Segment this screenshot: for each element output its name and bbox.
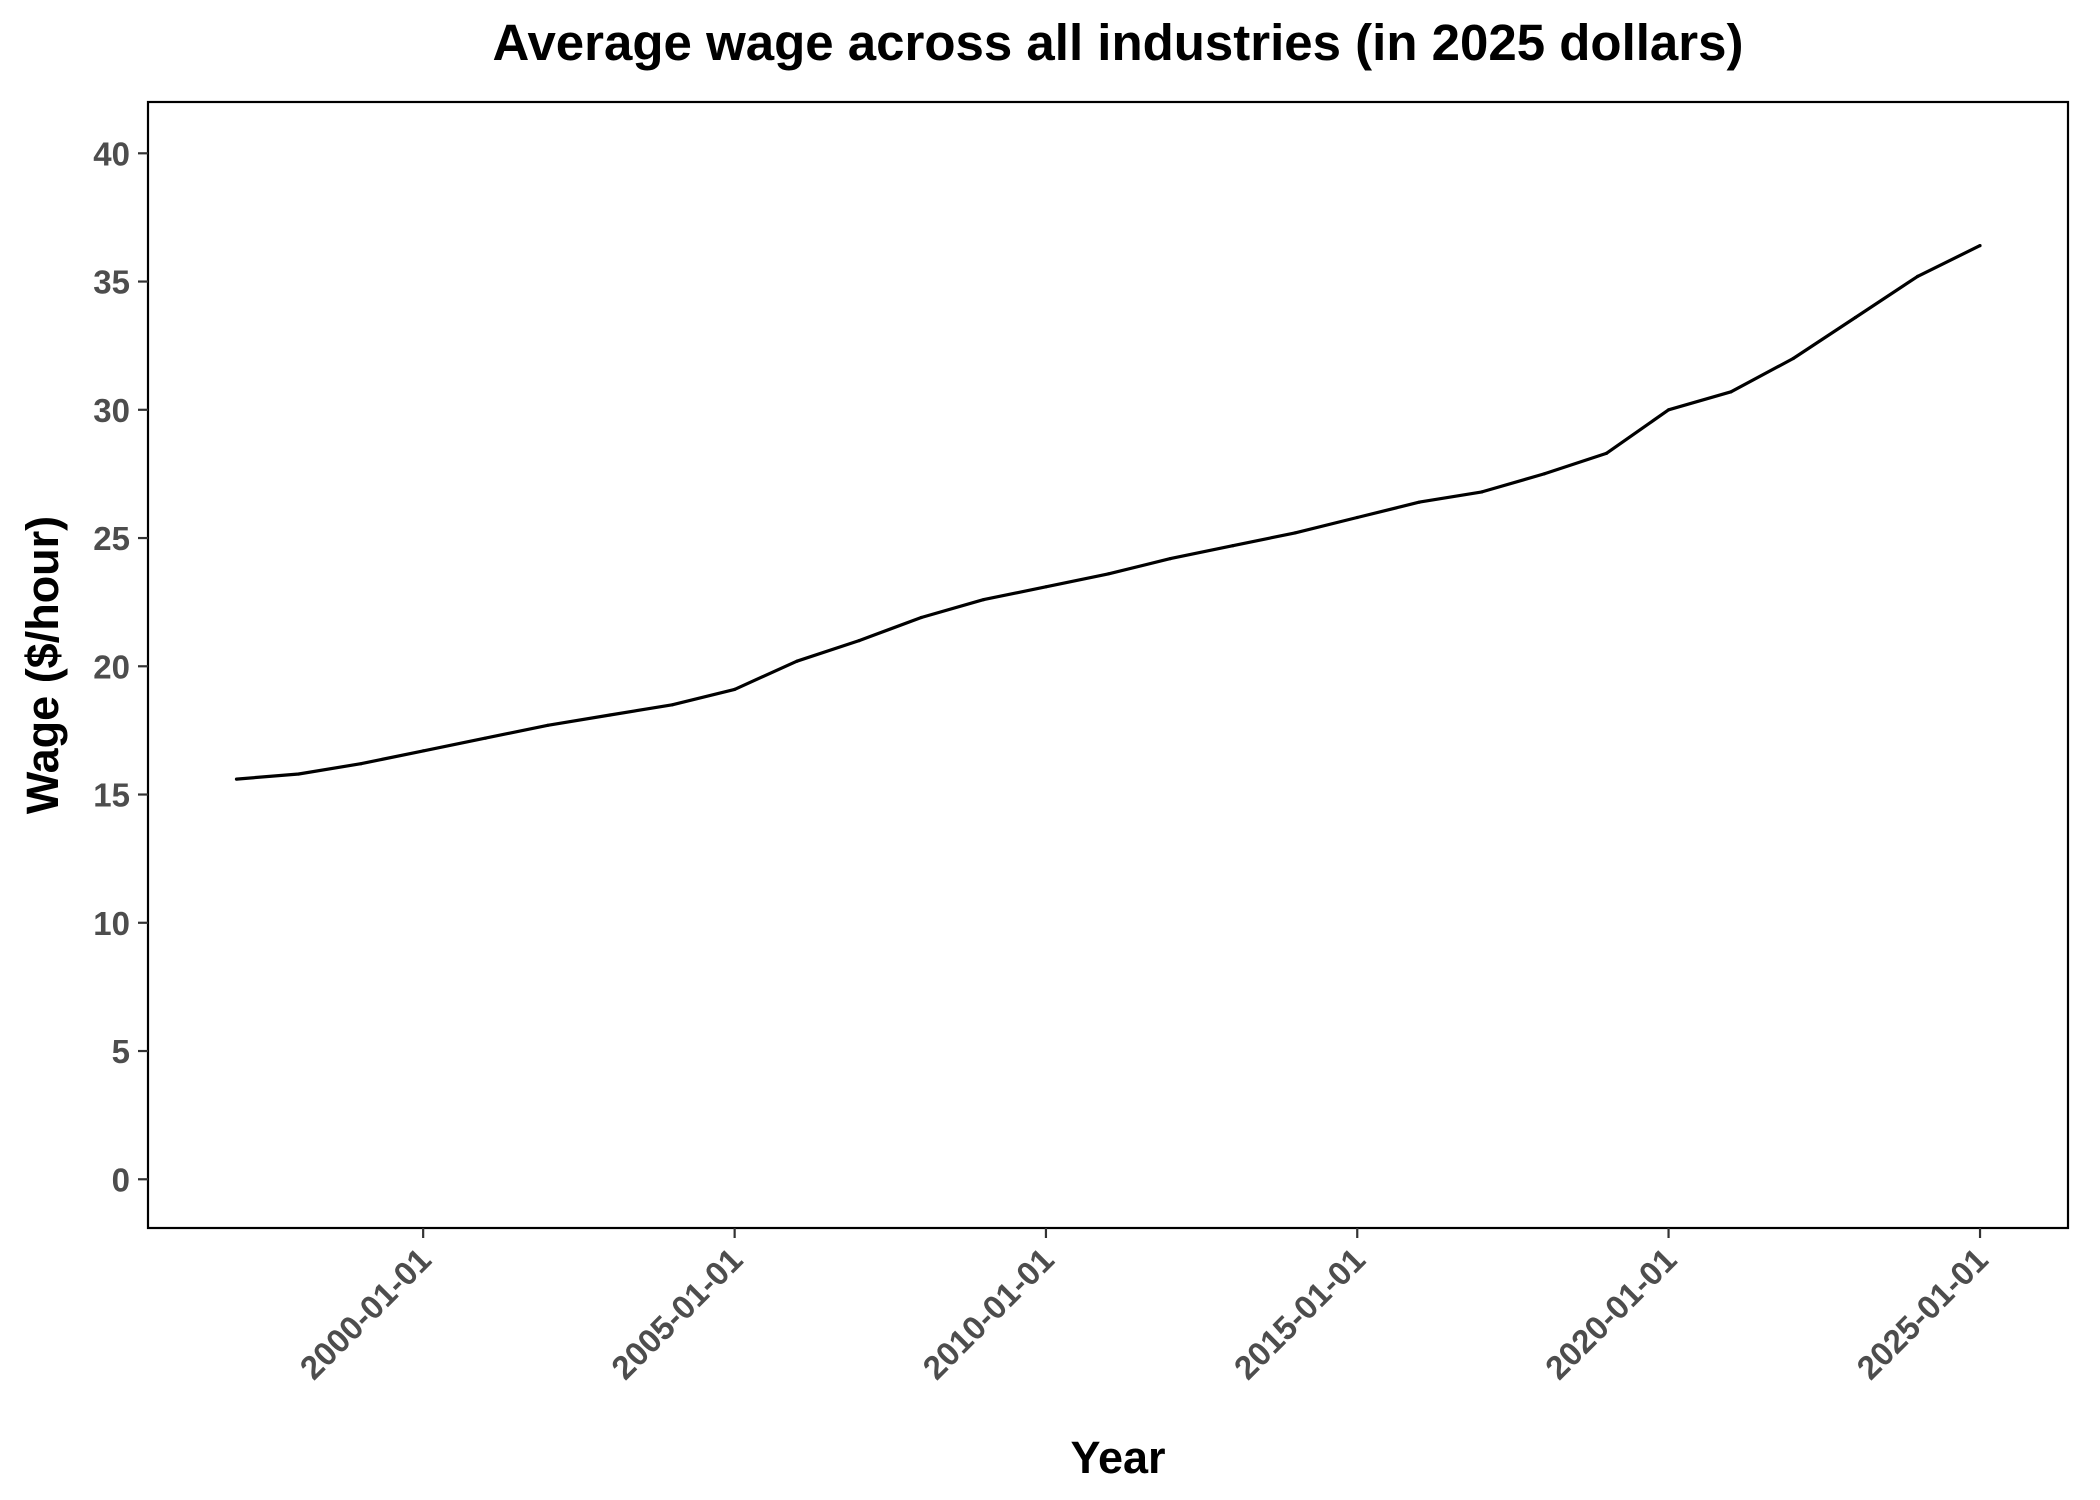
x-tick-label: 2025-01-01 [1849, 1241, 1995, 1387]
data-point [484, 736, 488, 740]
y-tick-label: 0 [112, 1161, 130, 1198]
data-point [1604, 451, 1608, 455]
data-point [1978, 244, 1982, 248]
data-point [1417, 500, 1422, 504]
data-point [546, 723, 550, 727]
x-tick-label: 2020-01-01 [1538, 1241, 1684, 1387]
data-point [1729, 390, 1733, 394]
data-point [297, 772, 301, 776]
x-tick-label: 2015-01-01 [1227, 1241, 1373, 1387]
x-tick-label: 2010-01-01 [915, 1241, 1061, 1387]
y-tick-label: 30 [93, 392, 130, 429]
y-tick-label: 35 [93, 264, 130, 301]
y-tick-label: 5 [112, 1033, 130, 1070]
data-point [982, 598, 986, 602]
data-point [670, 703, 674, 707]
data-point [234, 777, 239, 781]
data-point [1106, 572, 1110, 576]
data-point [857, 639, 861, 643]
y-axis: 0 5 10 15 20 25 30 35 40 [93, 135, 148, 1198]
data-point [1293, 531, 1297, 535]
data-point [1542, 472, 1546, 476]
plot-panel [146, 100, 2070, 1230]
y-tick-label: 15 [93, 777, 130, 814]
x-tick-label: 2000-01-01 [293, 1241, 439, 1387]
y-tick-label: 25 [93, 520, 130, 557]
chart-title: Average wage across all industries (in 2… [493, 14, 1744, 71]
data-point [1916, 274, 1920, 278]
y-tick-label: 20 [93, 648, 130, 685]
data-point [359, 762, 363, 766]
x-axis-label: Year [1070, 1432, 1165, 1483]
x-tick-label: 2005-01-01 [604, 1241, 750, 1387]
y-tick-label: 10 [93, 905, 130, 942]
data-point [1791, 356, 1795, 361]
data-point [1044, 585, 1048, 589]
data-point [1355, 515, 1359, 520]
data-point [919, 615, 923, 620]
data-point [1667, 408, 1671, 412]
y-tick-label: 40 [93, 135, 130, 172]
data-point [1480, 490, 1484, 494]
y-axis-label: Wage ($/hour) [17, 516, 68, 814]
data-point [1168, 557, 1172, 561]
data-point [1231, 544, 1235, 548]
data-point [608, 713, 612, 717]
data-point [1853, 315, 1857, 320]
data-point [421, 749, 425, 753]
series-layer [234, 244, 1982, 781]
x-axis: 2000-01-01 2005-01-01 2010-01-01 2015-01-01… [293, 1228, 1995, 1386]
data-point [795, 659, 799, 663]
data-point [733, 687, 737, 692]
